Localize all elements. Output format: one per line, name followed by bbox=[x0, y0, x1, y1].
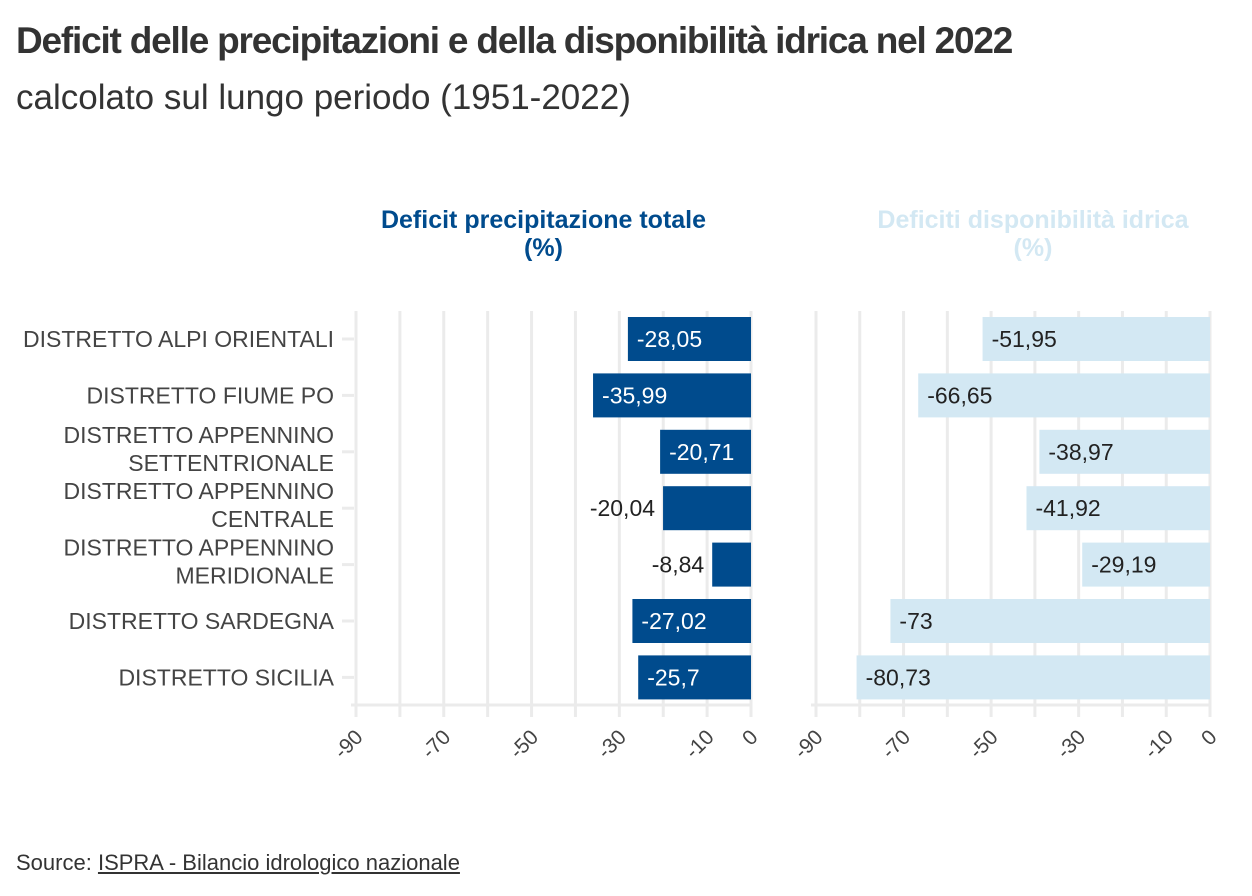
series-title: (%) bbox=[1014, 234, 1053, 262]
source: Source: ISPRA - Bilancio idrologico nazi… bbox=[16, 850, 460, 876]
series-title: Deficiti disponibilità idrica bbox=[877, 206, 1189, 234]
x-tick-label: -90 bbox=[790, 726, 828, 764]
data-label: -35,99 bbox=[602, 382, 667, 408]
data-label: -80,73 bbox=[866, 664, 931, 690]
series-title: (%) bbox=[524, 234, 563, 262]
data-label: -25,7 bbox=[647, 664, 699, 690]
bar bbox=[856, 655, 1210, 700]
data-label: -41,92 bbox=[1035, 495, 1100, 521]
x-tick-label: -30 bbox=[593, 726, 631, 764]
bar bbox=[890, 599, 1210, 643]
x-tick-label: -70 bbox=[418, 726, 456, 764]
category-label: DISTRETTO APPENNINO bbox=[63, 422, 334, 448]
source-label: Source: bbox=[16, 850, 92, 875]
data-label: -27,02 bbox=[641, 608, 706, 634]
x-tick-label: -50 bbox=[965, 726, 1003, 764]
x-tick-label: -10 bbox=[681, 726, 719, 764]
bar bbox=[632, 599, 751, 643]
bar bbox=[1082, 542, 1210, 587]
x-tick-label: -90 bbox=[330, 726, 368, 764]
data-label: -8,84 bbox=[652, 552, 705, 578]
x-tick-label: -70 bbox=[877, 726, 915, 764]
series-title: Deficit precipitazione totale bbox=[381, 206, 706, 234]
x-tick-label: -30 bbox=[1052, 726, 1090, 764]
bar bbox=[663, 486, 751, 531]
data-label: -28,05 bbox=[637, 326, 702, 352]
data-label: -20,04 bbox=[590, 495, 655, 521]
category-label: DISTRETTO ALPI ORIENTALI bbox=[23, 326, 334, 352]
bar bbox=[1039, 429, 1210, 474]
category-label: DISTRETTO SARDEGNA bbox=[69, 608, 335, 634]
category-label: DISTRETTO APPENNINO bbox=[63, 478, 334, 504]
data-label: -29,19 bbox=[1091, 552, 1156, 578]
chart-title: Deficit delle precipitazioni e della dis… bbox=[16, 20, 1013, 61]
bar bbox=[712, 542, 751, 587]
bar bbox=[1026, 486, 1210, 531]
data-label: -73 bbox=[899, 608, 932, 634]
category-label: DISTRETTO APPENNINO bbox=[63, 535, 334, 561]
data-label: -20,71 bbox=[669, 439, 734, 465]
data-label: -51,95 bbox=[992, 326, 1057, 352]
data-label: -38,97 bbox=[1048, 439, 1113, 465]
bar bbox=[627, 317, 751, 361]
x-tick-label: -50 bbox=[505, 726, 543, 764]
category-label: DISTRETTO FIUME PO bbox=[87, 382, 334, 408]
bar-chart: -90 -70 -50 -30 -10 0 Deficit precipitazione t… bbox=[23, 206, 1222, 764]
category-label: DISTRETTO SICILIA bbox=[118, 664, 334, 690]
category-label: CENTRALE bbox=[211, 506, 334, 532]
chart-subtitle: calcolato sul lungo periodo (1951-2022) bbox=[16, 78, 631, 117]
bar bbox=[660, 429, 751, 474]
bar bbox=[638, 655, 751, 700]
data-label: -66,65 bbox=[927, 382, 992, 408]
x-tick-label: 0 bbox=[738, 726, 763, 751]
x-tick-label: -10 bbox=[1140, 726, 1178, 764]
source-link[interactable]: ISPRA - Bilancio idrologico nazionale bbox=[97, 850, 460, 875]
category-label: MERIDIONALE bbox=[176, 563, 334, 589]
bar bbox=[918, 373, 1210, 418]
category-label: SETTENTRIONALE bbox=[128, 450, 334, 476]
bar bbox=[982, 317, 1210, 361]
x-tick-label: 0 bbox=[1197, 726, 1222, 751]
bar bbox=[593, 373, 751, 418]
